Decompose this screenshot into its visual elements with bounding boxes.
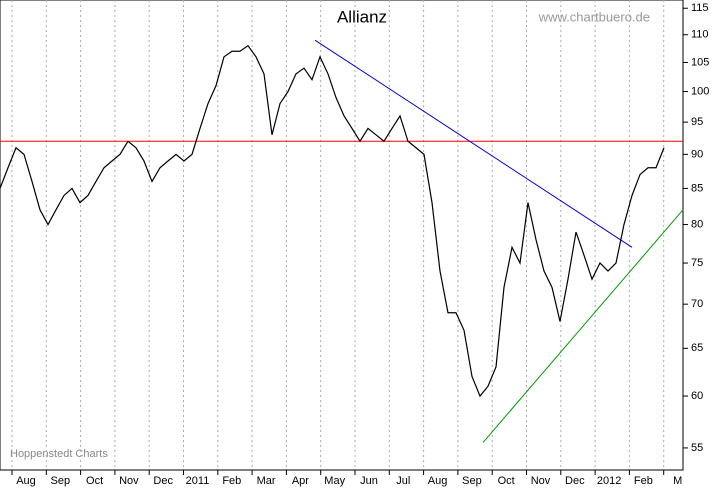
y-tick-label: 80 bbox=[691, 218, 703, 230]
x-tick-label: Dec bbox=[565, 475, 585, 487]
x-tick-label: Sep bbox=[51, 475, 71, 487]
x-tick-label: Nov bbox=[119, 475, 139, 487]
x-tick-label: May bbox=[324, 475, 345, 487]
y-tick-label: 105 bbox=[691, 56, 709, 68]
x-tick-label: M bbox=[673, 475, 682, 487]
x-tick-label: Jul bbox=[396, 475, 410, 487]
x-tick-label: Feb bbox=[634, 475, 653, 487]
y-tick-label: 110 bbox=[691, 29, 709, 41]
x-tick-label: Mar bbox=[257, 475, 276, 487]
x-tick-label: Apr bbox=[292, 475, 309, 487]
y-tick-label: 90 bbox=[691, 148, 703, 160]
x-tick-label: Oct bbox=[86, 475, 103, 487]
x-tick-label: Oct bbox=[498, 475, 515, 487]
credit: Hoppenstedt Charts bbox=[10, 448, 108, 460]
y-tick-label: 75 bbox=[691, 257, 703, 269]
uptrend-line bbox=[482, 209, 684, 443]
x-tick-label: Feb bbox=[222, 475, 241, 487]
y-tick-label: 85 bbox=[691, 182, 703, 194]
x-tick-label: 2011 bbox=[186, 475, 210, 487]
x-tick-label: Nov bbox=[531, 475, 551, 487]
price-line bbox=[0, 44, 665, 398]
x-tick-label: Jun bbox=[360, 475, 378, 487]
x-tick-label: Dec bbox=[153, 475, 173, 487]
x-tick-label: Aug bbox=[16, 475, 36, 487]
x-tick-label: Sep bbox=[462, 475, 482, 487]
y-tick-label: 115 bbox=[691, 2, 709, 14]
y-tick-label: 100 bbox=[691, 85, 709, 97]
y-tick-label: 95 bbox=[691, 116, 703, 128]
chart-title: Allianz bbox=[337, 7, 387, 26]
y-tick-label: 55 bbox=[691, 442, 703, 454]
y-tick-label: 65 bbox=[691, 342, 703, 354]
y-tick-label: 60 bbox=[691, 390, 703, 402]
source: www.chartbuero.de bbox=[538, 9, 650, 24]
x-tick-label: Aug bbox=[428, 475, 448, 487]
x-tick-label: 2012 bbox=[597, 475, 621, 487]
plot-frame bbox=[0, 0, 684, 471]
y-tick-label: 70 bbox=[691, 298, 703, 310]
downtrend-line bbox=[314, 39, 633, 248]
